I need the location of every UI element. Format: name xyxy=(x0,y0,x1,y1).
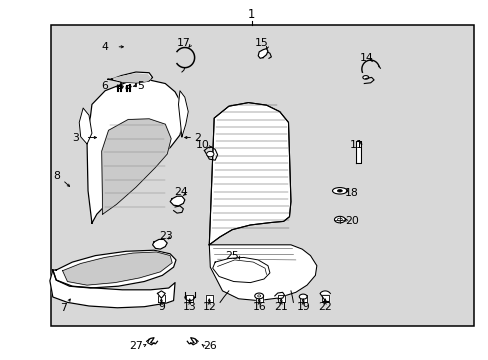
Text: 21: 21 xyxy=(274,302,287,312)
Text: 11: 11 xyxy=(349,140,363,150)
Ellipse shape xyxy=(299,294,306,299)
Polygon shape xyxy=(205,295,212,302)
Text: 5: 5 xyxy=(137,81,144,91)
Text: 2: 2 xyxy=(194,132,201,143)
Polygon shape xyxy=(87,80,183,223)
Text: 17: 17 xyxy=(176,38,190,48)
Polygon shape xyxy=(277,295,284,302)
Polygon shape xyxy=(258,49,267,58)
Text: 19: 19 xyxy=(296,302,309,312)
Text: 26: 26 xyxy=(203,341,217,351)
Polygon shape xyxy=(152,239,167,249)
Text: 8: 8 xyxy=(53,171,60,181)
Text: 14: 14 xyxy=(359,53,373,63)
Polygon shape xyxy=(79,108,92,144)
Polygon shape xyxy=(157,291,165,298)
Polygon shape xyxy=(355,141,360,163)
Ellipse shape xyxy=(254,293,263,299)
Text: 10: 10 xyxy=(196,140,209,150)
Polygon shape xyxy=(209,103,290,245)
Text: 4: 4 xyxy=(102,42,108,52)
Polygon shape xyxy=(212,257,269,283)
Text: 9: 9 xyxy=(158,302,164,312)
Text: 18: 18 xyxy=(345,188,358,198)
Text: 22: 22 xyxy=(318,302,331,312)
Text: 1: 1 xyxy=(248,8,255,21)
Polygon shape xyxy=(107,72,152,83)
Polygon shape xyxy=(102,119,171,214)
Text: 16: 16 xyxy=(252,302,265,312)
Text: 27: 27 xyxy=(129,341,142,351)
Text: 25: 25 xyxy=(225,251,239,261)
Polygon shape xyxy=(185,295,193,302)
Polygon shape xyxy=(321,295,328,302)
Polygon shape xyxy=(157,295,165,302)
Polygon shape xyxy=(255,295,263,302)
Text: 20: 20 xyxy=(345,216,358,226)
Text: 6: 6 xyxy=(102,81,108,91)
Polygon shape xyxy=(209,245,316,301)
Ellipse shape xyxy=(257,295,260,297)
Text: 15: 15 xyxy=(254,38,268,48)
Ellipse shape xyxy=(332,188,346,194)
Text: 12: 12 xyxy=(202,302,216,312)
Text: 23: 23 xyxy=(159,231,173,241)
Polygon shape xyxy=(53,250,176,288)
Ellipse shape xyxy=(337,218,342,221)
Ellipse shape xyxy=(362,76,368,79)
Polygon shape xyxy=(319,291,330,293)
Bar xyxy=(51,25,473,326)
Polygon shape xyxy=(50,270,175,308)
Polygon shape xyxy=(62,252,172,285)
Ellipse shape xyxy=(337,190,342,192)
Polygon shape xyxy=(178,91,188,137)
Ellipse shape xyxy=(334,216,345,223)
Polygon shape xyxy=(170,196,184,206)
Text: 3: 3 xyxy=(72,132,79,143)
Text: 24: 24 xyxy=(174,186,187,197)
Polygon shape xyxy=(299,295,306,302)
Ellipse shape xyxy=(206,152,214,157)
Text: 13: 13 xyxy=(183,302,196,312)
Text: 7: 7 xyxy=(60,303,67,313)
Polygon shape xyxy=(113,74,150,82)
